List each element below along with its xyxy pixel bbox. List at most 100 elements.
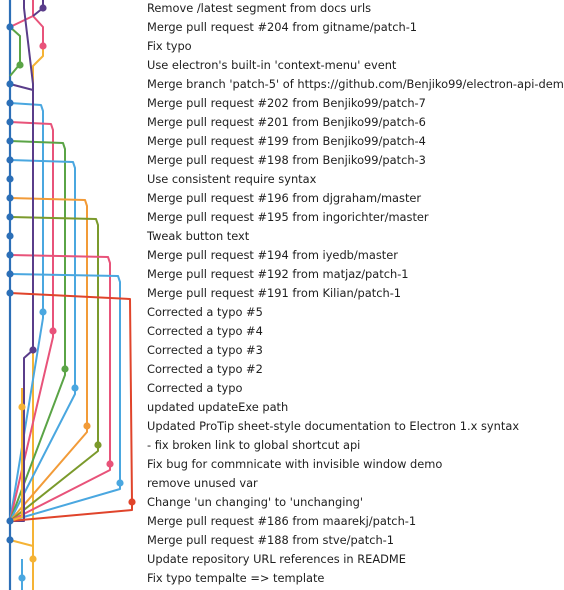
commit-node[interactable] <box>6 251 14 259</box>
commit-node[interactable] <box>6 270 14 278</box>
commit-message: Change 'un changing' to 'unchanging' <box>147 495 363 509</box>
commit-node[interactable] <box>29 346 37 354</box>
commit-node[interactable] <box>16 61 24 69</box>
commit-node[interactable] <box>6 99 14 107</box>
commit-node[interactable] <box>6 536 14 544</box>
commit-graph <box>6 0 136 590</box>
commit-node[interactable] <box>6 156 14 164</box>
commit-message: Merge branch 'patch-5' of https://github… <box>147 77 564 91</box>
commit-row[interactable]: Merge branch 'patch-5' of https://github… <box>147 75 564 94</box>
commit-message: Merge pull request #191 from Kilian/patc… <box>147 286 402 300</box>
commit-message: Fix bug for commnicate with invisible wi… <box>147 457 443 471</box>
commit-node[interactable] <box>49 327 57 335</box>
commit-row[interactable]: Use electron's built-in 'context-menu' e… <box>147 56 564 75</box>
commit-node[interactable] <box>39 42 47 50</box>
branch-line <box>9 83 34 91</box>
commit-row[interactable]: Merge pull request #198 from Benjiko99/p… <box>147 151 564 170</box>
commit-row[interactable]: Update repository URL references in READ… <box>147 550 564 569</box>
commit-row[interactable]: Updated ProTip sheet-style documentation… <box>147 417 564 436</box>
commit-row[interactable]: Merge pull request #196 from djgraham/ma… <box>147 189 564 208</box>
commit-node[interactable] <box>29 555 37 563</box>
branch-line <box>9 539 34 590</box>
commit-row[interactable]: Merge pull request #202 from Benjiko99/p… <box>147 94 564 113</box>
commit-message: Use electron's built-in 'context-menu' e… <box>147 58 397 72</box>
commit-row[interactable]: Corrected a typo #2 <box>147 360 564 379</box>
commit-row[interactable]: Corrected a typo #4 <box>147 322 564 341</box>
branch-line <box>9 388 23 522</box>
commit-row[interactable]: Merge pull request #201 from Benjiko99/p… <box>147 113 564 132</box>
commit-row[interactable]: Merge pull request #195 from ingorichter… <box>147 208 564 227</box>
commit-node[interactable] <box>116 479 124 487</box>
commit-row[interactable]: Fix typo <box>147 37 564 56</box>
commit-row[interactable]: - fix broken link to global shortcut api <box>147 436 564 455</box>
commit-node[interactable] <box>6 23 14 31</box>
commit-row[interactable]: Change 'un changing' to 'unchanging' <box>147 493 564 512</box>
commit-message: Merge pull request #202 from Benjiko99/p… <box>147 96 426 110</box>
commit-node[interactable] <box>106 460 114 468</box>
commit-row[interactable]: Fix typo tempalte => template <box>147 569 564 588</box>
commit-message: remove unused var <box>147 476 258 490</box>
branch-line <box>9 140 66 522</box>
commit-row[interactable]: Remove /latest segment from docs urls <box>147 0 564 18</box>
commit-row[interactable]: Merge pull request #194 from iyedb/maste… <box>147 246 564 265</box>
commit-row[interactable]: Fix bug for commnicate with invisible wi… <box>147 455 564 474</box>
commit-node[interactable] <box>61 365 69 373</box>
commit-row[interactable]: remove unused var <box>147 474 564 493</box>
commit-message: Update repository URL references in READ… <box>147 552 406 566</box>
commit-node[interactable] <box>6 517 14 525</box>
commit-message: Merge pull request #194 from iyedb/maste… <box>147 248 398 262</box>
commit-row[interactable]: updated updateExe path <box>147 398 564 417</box>
commit-message: Merge pull request #195 from ingorichter… <box>147 210 429 224</box>
commit-row[interactable]: Merge pull request #192 from matjaz/patc… <box>147 265 564 284</box>
commit-node[interactable] <box>39 308 47 316</box>
commit-node[interactable] <box>83 422 91 430</box>
commit-node[interactable] <box>39 4 47 12</box>
branch-line <box>9 15 34 28</box>
commit-message: Use consistent require syntax <box>147 172 317 186</box>
commit-message: Corrected a typo #5 <box>147 305 263 319</box>
branch-line <box>9 216 99 522</box>
commit-row[interactable]: Corrected a typo #5 <box>147 303 564 322</box>
commit-node[interactable] <box>128 498 136 506</box>
commit-row[interactable]: Corrected a typo #3 <box>147 341 564 360</box>
commit-row[interactable]: Use consistent require syntax <box>147 170 564 189</box>
commit-node[interactable] <box>6 213 14 221</box>
commit-node[interactable] <box>18 403 26 411</box>
commit-message: Merge pull request #199 from Benjiko99/p… <box>147 134 426 148</box>
commit-message: Corrected a typo <box>147 381 243 395</box>
commit-node[interactable] <box>6 289 14 297</box>
commit-node[interactable] <box>94 441 102 449</box>
commit-message: Fix typo tempalte => template <box>147 571 325 585</box>
commit-row[interactable]: Merge pull request #199 from Benjiko99/p… <box>147 132 564 151</box>
commit-node[interactable] <box>6 80 14 88</box>
commit-node[interactable] <box>6 232 14 240</box>
branch-line <box>9 121 54 522</box>
commit-node[interactable] <box>71 384 79 392</box>
commit-row[interactable]: Merge pull request #186 from maarekj/pat… <box>147 512 564 531</box>
branch-line <box>9 254 111 522</box>
commit-message: - fix broken link to global shortcut api <box>147 438 361 452</box>
commit-row[interactable]: Merge pull request #188 from stve/patch-… <box>147 531 564 550</box>
commit-message: Corrected a typo #4 <box>147 324 263 338</box>
commit-row[interactable]: Tweak button text <box>147 227 564 246</box>
commit-node[interactable] <box>6 118 14 126</box>
branch-line <box>9 26 21 77</box>
commit-message: Merge pull request #188 from stve/patch-… <box>147 533 395 547</box>
commit-node[interactable] <box>6 194 14 202</box>
commit-message: updated updateExe path <box>147 400 289 414</box>
commit-row[interactable]: Corrected a typo <box>147 379 564 398</box>
commit-node[interactable] <box>18 574 26 582</box>
commit-message: Merge pull request #198 from Benjiko99/p… <box>147 153 426 167</box>
branch-line <box>9 102 44 522</box>
commit-row[interactable]: Merge pull request #204 from gitname/pat… <box>147 18 564 37</box>
commit-message: Corrected a typo #3 <box>147 343 263 357</box>
branch-line <box>32 0 44 46</box>
branch-line <box>9 273 121 522</box>
commit-list: Remove /latest segment from docs urls Mer… <box>147 0 564 588</box>
commit-node[interactable] <box>6 137 14 145</box>
commit-node[interactable] <box>6 175 14 183</box>
commit-message: Merge pull request #196 from djgraham/ma… <box>147 191 422 205</box>
commit-row[interactable]: Merge pull request #191 from Kilian/patc… <box>147 284 564 303</box>
branch-line <box>9 197 88 522</box>
